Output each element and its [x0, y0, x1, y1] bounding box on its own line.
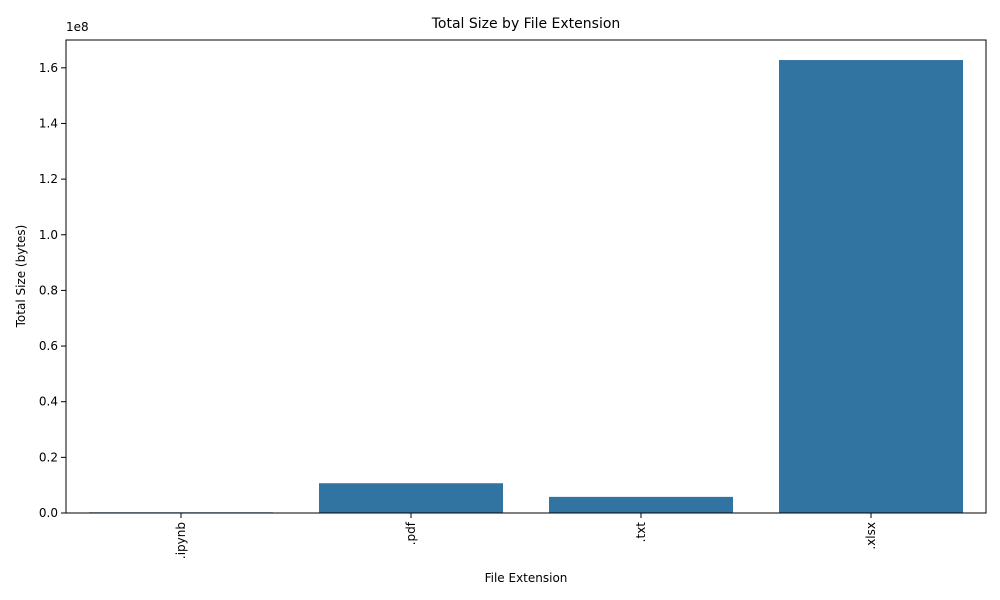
y-tick-label: 1.6 [39, 61, 58, 75]
y-tick-label: 1.4 [39, 116, 58, 130]
x-tick-label: .xlsx [864, 522, 878, 550]
x-tick-label: .pdf [404, 521, 418, 545]
x-tick-label: .txt [634, 522, 648, 543]
bar-xlsx [779, 60, 963, 514]
bar-pdf [319, 483, 503, 513]
y-tick-label: 1.2 [39, 172, 58, 186]
bar-txt [549, 496, 733, 513]
y-tick-label: 0.4 [39, 395, 58, 409]
y-tick-label: 0.6 [39, 339, 58, 353]
y-tick-label: 0.2 [39, 450, 58, 464]
y-tick-label: 0.8 [39, 283, 58, 297]
bars-group [89, 60, 963, 514]
y-axis-label: Total Size (bytes) [14, 225, 28, 329]
x-tick-label: .ipynb [174, 522, 188, 559]
y-axis-ticks: 0.0 0.2 0.4 0.6 0.8 1.0 1.2 1.4 1.6 [39, 61, 66, 520]
plot-frame [65, 39, 987, 514]
y-axis-multiplier: 1e8 [66, 20, 89, 34]
x-axis-ticks: .ipynb .pdf .txt .xlsx [174, 513, 878, 559]
x-axis-label: File Extension [485, 571, 568, 585]
y-tick-label: 1.0 [39, 228, 58, 242]
chart-title: Total Size by File Extension [431, 16, 621, 32]
y-tick-label: 0.0 [39, 506, 58, 520]
